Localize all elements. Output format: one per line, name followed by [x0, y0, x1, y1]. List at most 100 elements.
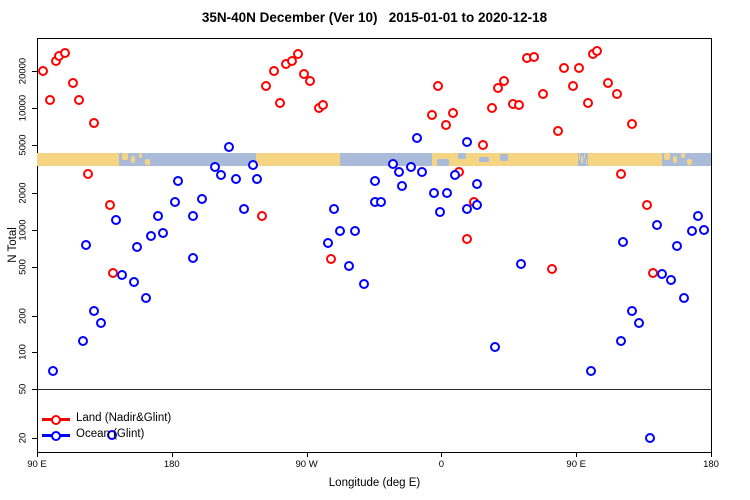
data-point-land [45, 94, 56, 105]
data-point-ocean [358, 279, 369, 290]
data-point-land [82, 168, 93, 179]
data-point-land [304, 76, 315, 87]
data-point-ocean [210, 161, 221, 172]
data-point-land [88, 118, 99, 129]
data-point-land [73, 94, 84, 105]
data-point-ocean [586, 366, 597, 377]
data-point-ocean [132, 241, 143, 252]
map-band-segment-coast [119, 152, 153, 166]
data-point-land [559, 63, 570, 74]
map-band-segment-coast-land [432, 152, 517, 166]
threshold-line [37, 389, 712, 391]
data-point-ocean [187, 211, 198, 222]
coastline-detail [436, 159, 450, 166]
x-tick-label: 90 W [295, 459, 318, 470]
data-point-ocean [698, 225, 709, 236]
data-point-ocean [671, 241, 682, 252]
coastline-detail [130, 155, 135, 163]
coastline-detail [664, 152, 671, 160]
data-point-ocean [626, 305, 637, 316]
data-point-land [499, 76, 510, 87]
y-tick-label: 2000 [17, 182, 29, 204]
coastline-detail [581, 155, 583, 163]
data-point-ocean [679, 292, 690, 303]
data-point-ocean [96, 317, 107, 328]
legend: Land (Nadir&Glint) Ocean (Glint) [40, 411, 250, 447]
data-point-land [318, 100, 329, 111]
coastline-detail [687, 158, 692, 165]
y-tick-label: 20 [17, 432, 29, 444]
x-tick-label: 0 [438, 459, 445, 470]
y-tick-label: 10000 [17, 94, 29, 122]
coastline-detail [499, 153, 508, 161]
data-point-land [592, 46, 603, 57]
map-band-segment-land [516, 152, 578, 166]
data-point-ocean [665, 275, 676, 286]
data-point-land [568, 81, 579, 92]
coastline-detail [583, 152, 586, 158]
map-band-segment-ocean [339, 152, 433, 166]
data-point-land [440, 120, 451, 131]
x-tick-label: 90 E [566, 459, 586, 470]
y-tick [32, 107, 37, 109]
x-tick-label: 180 [163, 459, 180, 470]
data-point-ocean [106, 430, 117, 441]
x-tick [306, 452, 308, 457]
data-point-ocean [231, 174, 242, 185]
data-point-ocean [153, 211, 164, 222]
data-point-ocean [343, 260, 354, 271]
data-point-ocean [169, 196, 180, 207]
data-point-ocean [157, 227, 168, 238]
data-point-land [626, 118, 637, 129]
coastline-detail [145, 158, 150, 165]
data-point-land [538, 88, 549, 99]
data-point-land [461, 233, 472, 244]
data-point-land [529, 52, 540, 63]
data-point-ocean [692, 211, 703, 222]
coastline-detail [673, 155, 678, 163]
data-point-land [433, 81, 444, 92]
x-axis-title: Longitude (deg E) [328, 477, 421, 489]
coastline-detail [478, 156, 489, 162]
data-point-ocean [328, 203, 339, 214]
data-point-ocean [376, 196, 387, 207]
coastline-detail [122, 152, 128, 160]
data-point-ocean [490, 342, 501, 353]
legend-label: Land (Nadir&Glint) [76, 412, 172, 424]
data-point-land [325, 254, 336, 265]
data-point-ocean [428, 188, 439, 199]
data-point-land [105, 200, 116, 211]
y-tick-label: 1000 [17, 219, 29, 241]
y-tick [32, 144, 37, 146]
data-point-ocean [370, 176, 381, 187]
data-point-land [493, 83, 504, 94]
data-point-land [427, 110, 438, 121]
data-point-ocean [434, 207, 445, 218]
data-point-ocean [652, 220, 663, 231]
data-point-ocean [334, 226, 345, 237]
data-point-ocean [461, 203, 472, 214]
data-point-ocean [394, 166, 405, 177]
data-point-land [553, 125, 564, 136]
y-tick-label: 200 [17, 307, 29, 324]
data-point-land [448, 108, 459, 119]
data-point-ocean [515, 258, 526, 269]
data-point-ocean [238, 203, 249, 214]
y-tick [32, 230, 37, 232]
legend-marker-icon [51, 414, 61, 425]
data-point-land [298, 68, 309, 79]
chart-title: 35N-40N December (Ver 10) 2015-01-01 to … [201, 10, 548, 25]
x-tick [171, 452, 173, 457]
y-tick-label: 500 [17, 259, 29, 275]
data-point-ocean [172, 176, 183, 187]
coastline-detail [578, 152, 581, 160]
data-point-ocean [129, 276, 140, 287]
data-point-ocean [141, 292, 152, 303]
x-tick-label: 180 [703, 459, 719, 470]
data-point-ocean [656, 268, 667, 279]
data-point-ocean [644, 432, 655, 443]
x-tick [37, 452, 38, 457]
plot-area [37, 38, 712, 453]
coastline-detail [585, 158, 588, 165]
data-point-land [611, 88, 622, 99]
